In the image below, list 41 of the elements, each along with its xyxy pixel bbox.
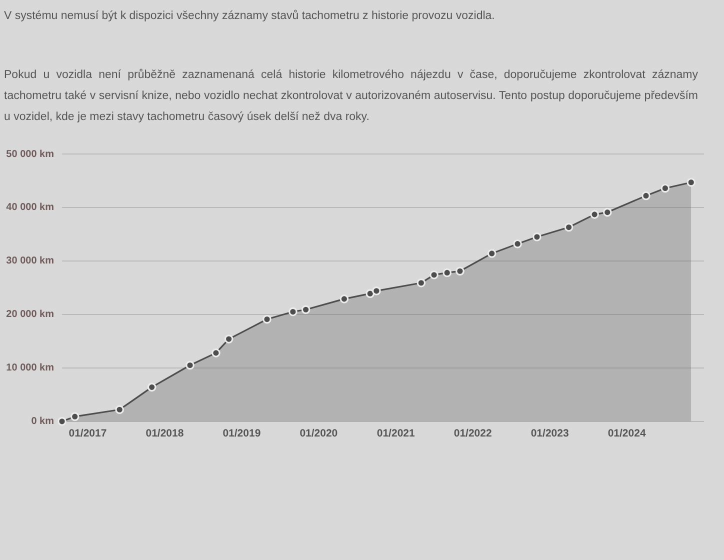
point bbox=[603, 208, 612, 217]
point bbox=[487, 249, 496, 258]
x-tick-label: 01/2017 bbox=[68, 428, 107, 440]
y-tick-label: 50 000 km bbox=[6, 148, 54, 160]
x-tick-label: 01/2020 bbox=[300, 428, 338, 440]
point bbox=[147, 382, 156, 392]
point bbox=[115, 405, 124, 414]
y-tick-label: 40 000 km bbox=[6, 202, 54, 214]
point bbox=[224, 334, 234, 344]
point bbox=[58, 417, 66, 426]
y-tick-label: 10 000 km bbox=[6, 362, 54, 374]
point bbox=[340, 294, 349, 304]
point bbox=[186, 360, 194, 370]
point bbox=[590, 210, 599, 219]
text: V systému nemusí být k dispozici všechny záznamy stavů tachometru z historie provozu vozidla. bbox=[4, 8, 496, 24]
x-tick-label: 01/2023 bbox=[530, 428, 569, 440]
x-tick-label: 01/2021 bbox=[376, 428, 415, 440]
point bbox=[416, 278, 426, 288]
point bbox=[642, 191, 650, 200]
point bbox=[301, 305, 310, 314]
point bbox=[70, 412, 80, 421]
point bbox=[686, 178, 696, 187]
x-tick-label: 01/2024 bbox=[608, 428, 646, 440]
point bbox=[430, 270, 438, 280]
point bbox=[513, 239, 522, 248]
point bbox=[532, 232, 542, 242]
x-tick-label: 01/2019 bbox=[222, 428, 261, 440]
point bbox=[564, 222, 574, 232]
y-tick-label: 0 km bbox=[31, 416, 54, 428]
point bbox=[456, 266, 464, 276]
text: Pokud u vozidla není průběžně zaznamenaná celá historie kilometrového nájezdu v čase, doporučujeme zkontrolovat záznamy tachometru také v servisní knize, nebo vozidlo nechat zkontrolovat v autorizovaném autoservisu. Tento postup doporučujeme především u vozidel, kde je mezi stavy tachometru časový úsek delší než dva roky. bbox=[4, 68, 698, 125]
x-tick-label: 01/2022 bbox=[454, 428, 492, 440]
point bbox=[372, 286, 381, 296]
point bbox=[660, 184, 670, 193]
point bbox=[212, 348, 220, 358]
y-tick-label: 20 000 km bbox=[6, 309, 54, 320]
x-tick-label: 01/2018 bbox=[146, 428, 184, 440]
point bbox=[288, 307, 298, 316]
y-tick-label: 30 000 km bbox=[6, 256, 54, 267]
point bbox=[262, 314, 272, 324]
point bbox=[442, 268, 452, 278]
